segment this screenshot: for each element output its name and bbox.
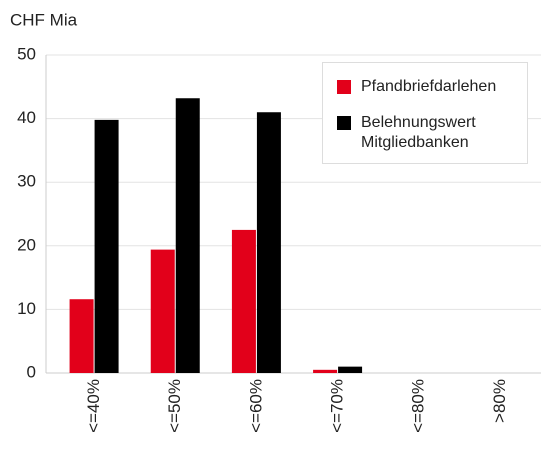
y-tick-label: 0 xyxy=(27,362,36,381)
legend-item: Pfandbriefdarlehen xyxy=(337,77,511,97)
y-tick-label: 30 xyxy=(17,172,36,191)
bar xyxy=(94,119,119,373)
y-axis-label: CHF Mia xyxy=(10,10,78,29)
y-tick-label: 20 xyxy=(17,235,36,254)
legend-swatch xyxy=(337,116,351,130)
bar xyxy=(313,369,338,373)
legend-label: Pfandbriefdarlehen xyxy=(361,78,497,95)
x-tick-label: >80% xyxy=(490,379,509,423)
bar xyxy=(256,112,281,374)
x-tick-label: <=70% xyxy=(328,379,347,433)
x-tick-label: <=80% xyxy=(409,379,428,433)
bar xyxy=(150,249,175,373)
legend-label: Belehnungswert Mitgliedbanken xyxy=(361,114,476,151)
bar xyxy=(69,299,94,373)
legend-item: Belehnungswert Mitgliedbanken xyxy=(337,113,511,153)
bar xyxy=(338,366,363,373)
legend: Pfandbriefdarlehen Belehnungswert Mitglie… xyxy=(322,62,528,164)
x-tick-label: <=60% xyxy=(246,379,265,433)
legend-swatch xyxy=(337,80,351,94)
x-tick-label: <=40% xyxy=(84,379,103,433)
x-tick-label: <=50% xyxy=(165,379,184,433)
y-tick-label: 50 xyxy=(17,44,36,63)
bar xyxy=(175,98,200,374)
y-tick-label: 10 xyxy=(17,299,36,318)
y-tick-label: 40 xyxy=(17,108,36,127)
bar xyxy=(231,229,256,373)
